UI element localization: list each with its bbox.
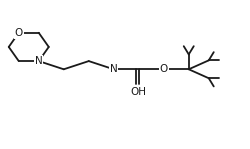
Text: N: N xyxy=(35,56,42,66)
Text: OH: OH xyxy=(131,87,147,97)
Text: O: O xyxy=(160,64,168,74)
Text: O: O xyxy=(14,28,23,38)
Text: N: N xyxy=(110,64,118,74)
